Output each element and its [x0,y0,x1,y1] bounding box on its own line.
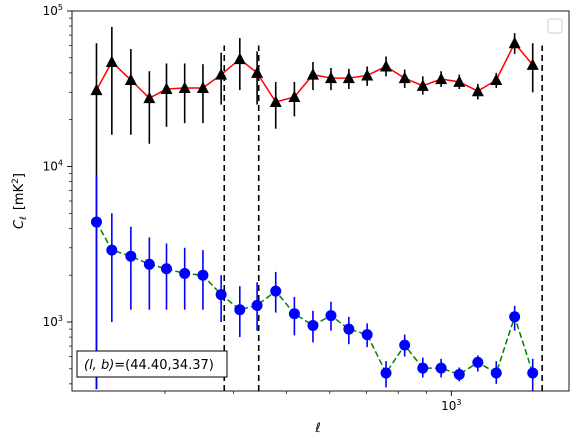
point-s0-13 [324,71,337,84]
y-axis-ticks: 103 104 105 [43,3,72,385]
x-axis-ticks: 103 [164,391,462,413]
annotation-box: (l, b)=(44.40,34.37) [76,350,228,378]
legend-box [547,18,563,34]
point-s0-14 [342,71,355,84]
annotation-text: (l, b)=(44.40,34.37) [84,358,214,373]
point-s1-23 [509,311,521,323]
point-s0-11 [288,90,301,102]
y-axis-label-sub: ℓ [19,216,29,221]
y-tick-label-exp-0: 3 [58,314,63,323]
point-s1-13 [325,310,337,322]
y-tick-label-exp-2: 5 [58,3,63,12]
point-s1-19 [435,362,447,374]
point-s0-12 [306,68,319,80]
point-s1-14 [343,323,355,335]
point-s0-22 [490,73,503,85]
point-s1-5 [179,268,191,280]
point-s1-8 [234,304,246,316]
point-s0-9 [251,66,264,78]
y-axis-label-unit-sup: 2 [11,178,21,184]
point-s1-15 [361,329,373,341]
y-tick-label-exp-1: 4 [58,159,63,168]
point-s0-10 [269,95,282,107]
point-s0-15 [361,68,374,81]
point-s0-23 [508,36,521,49]
point-s0-3 [143,91,156,104]
point-s0-0 [90,83,103,96]
x-tick-label-exp-0: 3 [456,398,461,407]
point-s0-21 [471,84,484,97]
y-axis-label-main: C [12,219,27,229]
series-markers [90,36,539,380]
point-s1-4 [160,263,172,275]
y-tick-label-2: 105 [43,3,63,18]
point-s1-12 [307,319,319,331]
point-s1-9 [251,299,263,311]
point-s0-1 [105,55,118,67]
y-tick-label-0: 103 [43,314,63,329]
point-s1-7 [215,289,227,301]
point-s0-16 [380,59,393,72]
point-s1-20 [453,368,465,380]
point-s1-2 [125,250,137,262]
point-s1-17 [399,339,411,351]
point-s0-19 [435,72,448,85]
point-s1-1 [106,244,118,256]
y-axis-label: Cℓ [mK2] [11,173,29,229]
point-s1-3 [143,258,155,270]
point-s0-8 [233,52,246,65]
point-s1-0 [90,216,102,228]
x-tick-label-0: 103 [441,398,461,413]
point-s1-11 [288,308,300,320]
point-s0-20 [453,75,466,87]
point-s1-6 [197,269,209,281]
vertical-lines [223,45,543,391]
y-axis-label-unit-end: ] [12,173,27,178]
point-s0-6 [196,81,209,93]
point-s0-7 [215,68,228,80]
annotation-italic: (l, b) [84,358,114,373]
point-s0-4 [160,82,173,95]
annotation-rest: =(44.40,34.37) [114,358,214,373]
y-tick-label-1: 104 [43,159,63,174]
point-s0-24 [526,58,539,70]
plot-background [72,11,569,391]
point-s0-5 [178,81,191,93]
annotation-frame [76,350,228,378]
point-s0-17 [398,71,411,84]
point-s1-21 [472,356,484,368]
point-s1-16 [380,367,392,379]
point-s1-24 [527,367,539,379]
point-s0-18 [416,79,429,91]
point-s0-2 [124,73,137,85]
point-s1-22 [490,367,502,379]
x-axis-label: ℓ [314,421,320,436]
point-s1-10 [270,285,282,297]
plot-frame [71,10,570,392]
point-s1-18 [417,362,429,374]
y-axis-label-unit: [mK [12,183,27,210]
legend[interactable] [547,18,563,34]
